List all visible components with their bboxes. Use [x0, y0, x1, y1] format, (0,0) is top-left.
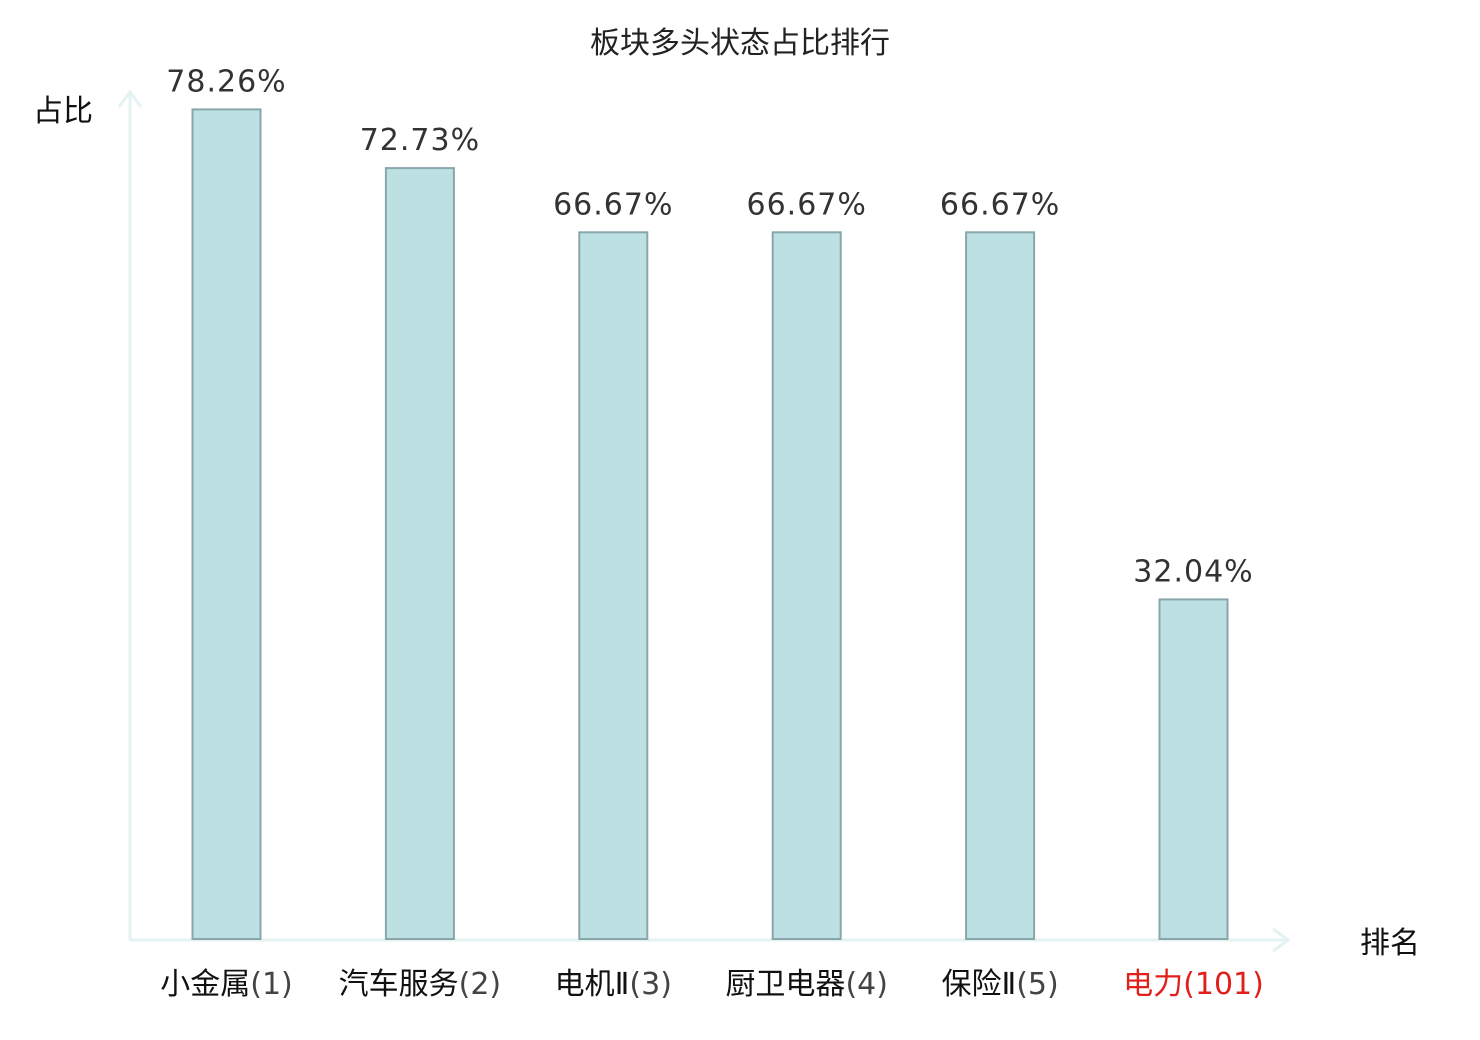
value-label-4: 66.67% [747, 187, 867, 222]
category-label-2: 汽车服务(2) [339, 967, 502, 1002]
value-label-1: 78.26% [166, 64, 286, 99]
category-rank-1: (1) [250, 967, 293, 1002]
category-label-3: 电机Ⅱ(3) [555, 967, 672, 1002]
value-label-2: 72.73% [360, 123, 480, 158]
category-name-3: 电机Ⅱ [555, 967, 630, 1002]
category-name-4: 厨卫电器 [725, 967, 845, 1002]
bar-3 [578, 231, 649, 941]
value-labels-group: 78.26% 72.73% 66.67% 66.67% 66.67% 32.04% [166, 64, 1253, 589]
bars-group [191, 108, 1229, 941]
category-rank-4: (4) [845, 967, 888, 1002]
category-label-5: 保险Ⅱ(5) [941, 967, 1058, 1002]
bar-6 [1158, 598, 1229, 941]
x-axis-label: 排名 [1360, 926, 1420, 961]
category-labels-group: 小金属(1) 汽车服务(2) 电机Ⅱ(3) 厨卫电器(4) 保险Ⅱ(5) 电力(101) [160, 967, 1264, 1002]
bar-1 [191, 108, 262, 940]
y-axis-label: 占比 [33, 94, 93, 129]
x-axis-arrow-icon [1272, 927, 1291, 953]
bar-2 [384, 167, 455, 941]
value-label-6: 32.04% [1133, 554, 1253, 589]
bar-5 [965, 231, 1036, 941]
y-axis-arrow-icon [117, 89, 143, 108]
category-name-2: 汽车服务 [339, 967, 459, 1002]
category-name-5: 保险Ⅱ [941, 967, 1016, 1002]
category-label-4: 厨卫电器(4) [725, 967, 888, 1002]
value-label-3: 66.67% [553, 187, 673, 222]
category-label-1: 小金属(1) [160, 967, 293, 1002]
category-rank-5: (5) [1016, 967, 1059, 1002]
category-name-6: 电力 [1123, 967, 1183, 1002]
category-rank-3: (3) [629, 967, 672, 1002]
chart-title: 板块多头状态占比排行 [590, 26, 890, 61]
category-rank-6: (101) [1183, 967, 1264, 1002]
value-label-5: 66.67% [940, 187, 1060, 222]
category-rank-2: (2) [459, 967, 502, 1002]
category-label-6: 电力(101) [1123, 967, 1264, 1002]
bar-4 [771, 231, 842, 941]
category-name-1: 小金属 [160, 967, 250, 1002]
